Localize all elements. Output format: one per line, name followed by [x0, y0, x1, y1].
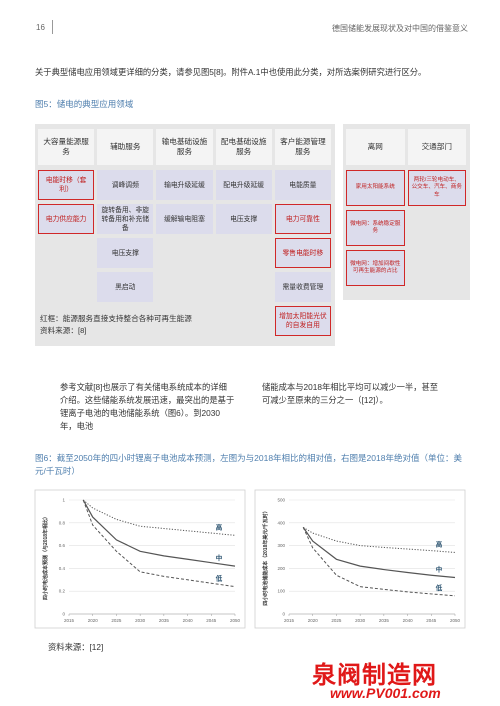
figure-source: 资料来源：[8] [40, 326, 87, 335]
page-number: 16 [36, 23, 45, 32]
diagram-item: 需量收费管理 [274, 272, 331, 302]
y-tick-label: 0.2 [59, 589, 66, 594]
figure-title: 图6：截至2050年的四小时锂离子电池成本预测，左图为与2018年相比的相对值，… [35, 453, 462, 476]
column-header: 客户能源管理服务 [274, 129, 331, 165]
y-tick-label: 300 [277, 543, 285, 548]
body-right: 储能成本与2018年相比平均可以减少一半，甚至可减少至原来的三分之一（[12]）… [262, 382, 439, 405]
diagram-item: 零售电能时移 [274, 238, 331, 268]
x-tick-label: 2045 [426, 618, 437, 623]
diagram-item: 微电网：系统稳定服务 [346, 210, 405, 246]
series-label: 低 [215, 574, 223, 583]
diagram-item: 旋转备用、非旋转备用和补充储备 [97, 204, 154, 234]
x-tick-label: 2050 [230, 618, 241, 623]
y-tick-label: 500 [277, 498, 285, 503]
diagram-group: 大容量能源服务电能时移（套利） 电力供应能力 辅助服务调峰调频旋转备用、非旋转备用和… [35, 124, 335, 346]
body-left: 参考文献[8]也展示了有关储电系统成本的详细介绍。这些储能系统发展迅速，最突出的… [60, 382, 235, 431]
column-header: 大容量能源服务 [38, 129, 95, 165]
figure-note: 红框：能源服务直接支持整合各种可再生能源 [40, 314, 192, 323]
y-tick-label: 0.8 [59, 520, 66, 525]
x-tick-label: 2030 [135, 618, 146, 623]
intro-paragraph: 关于典型储电应用领域更详细的分类，请参见图5[8]。附件A.1中也使用此分类，对… [35, 67, 427, 77]
diagram-item: 黑启动 [97, 272, 154, 302]
column-header: 辅助服务 [97, 129, 154, 165]
diagram-item: 增加太阳能光伏的自发自用 [274, 306, 331, 336]
figure-title: 图5：储电的典型应用领域 [35, 99, 134, 109]
y-tick-label: 0.6 [59, 543, 66, 548]
header-divider [52, 20, 53, 34]
diagram-item: 电能质量 [274, 170, 331, 200]
series-label: 中 [216, 553, 223, 562]
x-tick-label: 2040 [183, 618, 194, 623]
line-series [82, 499, 236, 567]
diagram-item: 电压支撑 [97, 238, 154, 268]
header-title: 德国储能发展现状及对中国的借鉴意义 [332, 24, 468, 33]
x-tick-label: 2045 [206, 618, 217, 623]
series-label: 低 [435, 583, 443, 592]
diagram-item: 电力可靠性 [274, 204, 331, 234]
y-tick-label: 400 [277, 520, 285, 525]
series-label: 中 [436, 565, 443, 574]
diagram-item: 电力供应能力 [38, 204, 95, 234]
y-axis-label: 四小时电池成本预测（与2018年相比） [42, 514, 49, 600]
column-header: 离网 [346, 129, 405, 165]
chart-panel [34, 489, 246, 629]
x-tick-label: 2035 [379, 618, 390, 623]
x-tick-label: 2040 [403, 618, 414, 623]
diagram-item: 电能时移（套利） [38, 170, 95, 200]
y-tick-label: 0 [282, 612, 285, 617]
diagram-item: 微电网：增加间歇性可再生能源的占比 [346, 250, 405, 286]
diagram-group: 离网家用太阳能系统 微电网：系统稳定服务 微电网：增加间歇性可再生能源的占比 交通部门… [343, 124, 470, 300]
diagram-item: 配电升级延缓 [215, 170, 272, 200]
x-tick-label: 2020 [88, 618, 99, 623]
x-tick-label: 2025 [111, 618, 122, 623]
y-tick-label: 200 [277, 566, 285, 571]
x-tick-label: 2030 [355, 618, 366, 623]
x-tick-label: 2020 [308, 618, 319, 623]
y-tick-label: 1 [62, 498, 65, 503]
y-tick-label: 0.4 [59, 566, 66, 571]
series-label: 高 [436, 539, 443, 548]
y-tick-label: 0 [62, 612, 65, 617]
chart-panel [254, 489, 466, 629]
watermark-name: 泉阀制造网 [312, 662, 437, 689]
line-series [82, 499, 236, 588]
diagram-item: 输电升级延缓 [156, 170, 213, 200]
diagram-item: 调峰调频 [97, 170, 154, 200]
y-axis-label: 四小时电池储能成本（2018年美元/千瓦时） [262, 508, 269, 606]
series-label: 高 [216, 522, 223, 531]
line-series [302, 527, 456, 579]
column-header: 输电基础设施服务 [156, 129, 213, 165]
x-tick-label: 2015 [284, 618, 295, 623]
diagram-item: 电压支撑 [215, 204, 272, 234]
figure-source: 资料来源：[12] [48, 642, 104, 652]
diagram-item: 缓解输电阻塞 [156, 204, 213, 234]
diagram-item: 两轮/三轮电动车、公交车、汽车、商务车 [407, 170, 466, 206]
x-tick-label: 2025 [331, 618, 342, 623]
x-tick-label: 2035 [159, 618, 170, 623]
column-header: 交通部门 [407, 129, 466, 165]
column-header: 配电基础设施服务 [215, 129, 272, 165]
x-tick-label: 2050 [450, 618, 461, 623]
watermark-url: www.PV001.com [330, 685, 441, 701]
y-tick-label: 100 [277, 589, 285, 594]
x-tick-label: 2015 [64, 618, 75, 623]
diagram-item: 家用太阳能系统 [346, 170, 405, 206]
line-series [302, 527, 456, 597]
